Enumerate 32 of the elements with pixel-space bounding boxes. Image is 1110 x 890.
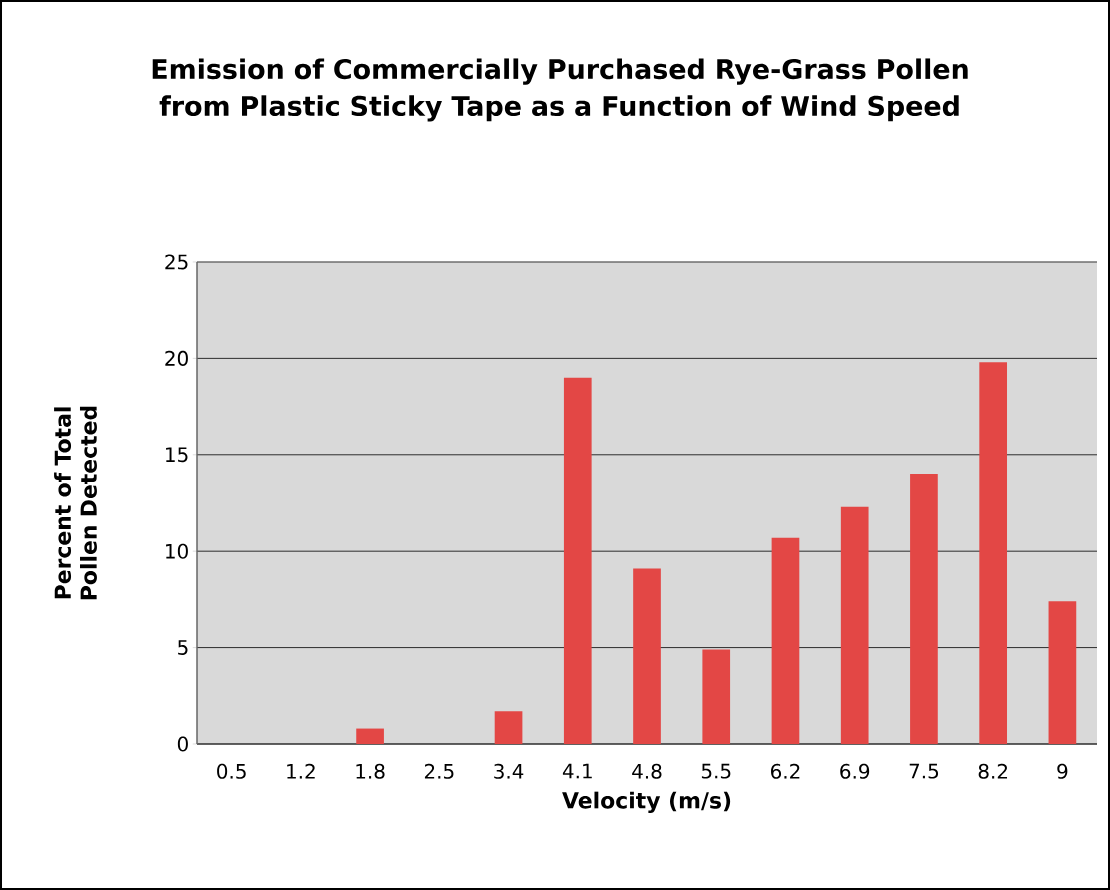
x-tick-label: 6.2 bbox=[771, 763, 800, 779]
x-tick-label: 5.5 bbox=[701, 763, 731, 779]
y-tick-label: 0 bbox=[177, 736, 188, 752]
chart-title: Emission of Commercially Purchased Rye-Grass Pollen from Plastic Sticky Tape as a Function of Wind Speed bbox=[152, 58, 968, 122]
bar bbox=[563, 377, 592, 744]
x-tick-label: 4.1 bbox=[562, 763, 592, 779]
bar bbox=[702, 649, 731, 744]
y-tick-label: 20 bbox=[165, 350, 188, 366]
x-tick-label: 2.5 bbox=[424, 763, 454, 779]
x-tick-label: 8.2 bbox=[978, 763, 1008, 779]
y-tick-label: 10 bbox=[166, 543, 188, 559]
x-tick-label: 1.2 bbox=[287, 763, 315, 779]
x-tick-label: 0.5 bbox=[217, 763, 246, 779]
x-tick-label: 6.9 bbox=[840, 763, 870, 779]
x-tick-label: 7.5 bbox=[909, 763, 939, 779]
y-tick-label: 25 bbox=[165, 254, 188, 270]
y-axis-title: Percent of Total Pollen Detected bbox=[54, 406, 97, 600]
bar bbox=[910, 474, 938, 744]
bar bbox=[771, 537, 800, 744]
y-tick-label: 15 bbox=[166, 447, 188, 463]
bar bbox=[494, 711, 523, 744]
x-tick-label: 9 bbox=[1057, 763, 1068, 779]
bar bbox=[356, 728, 384, 744]
x-tick-label: 3.4 bbox=[494, 763, 524, 779]
y-tick-label: 5 bbox=[178, 640, 188, 655]
bar bbox=[633, 568, 661, 744]
bar bbox=[840, 506, 869, 744]
x-tick-label: 4.8 bbox=[632, 763, 662, 779]
x-tick-label: 1.8 bbox=[356, 763, 385, 779]
bar bbox=[1048, 601, 1077, 744]
x-axis-title: Velocity (m/s) bbox=[562, 791, 731, 814]
bar bbox=[979, 362, 1008, 744]
